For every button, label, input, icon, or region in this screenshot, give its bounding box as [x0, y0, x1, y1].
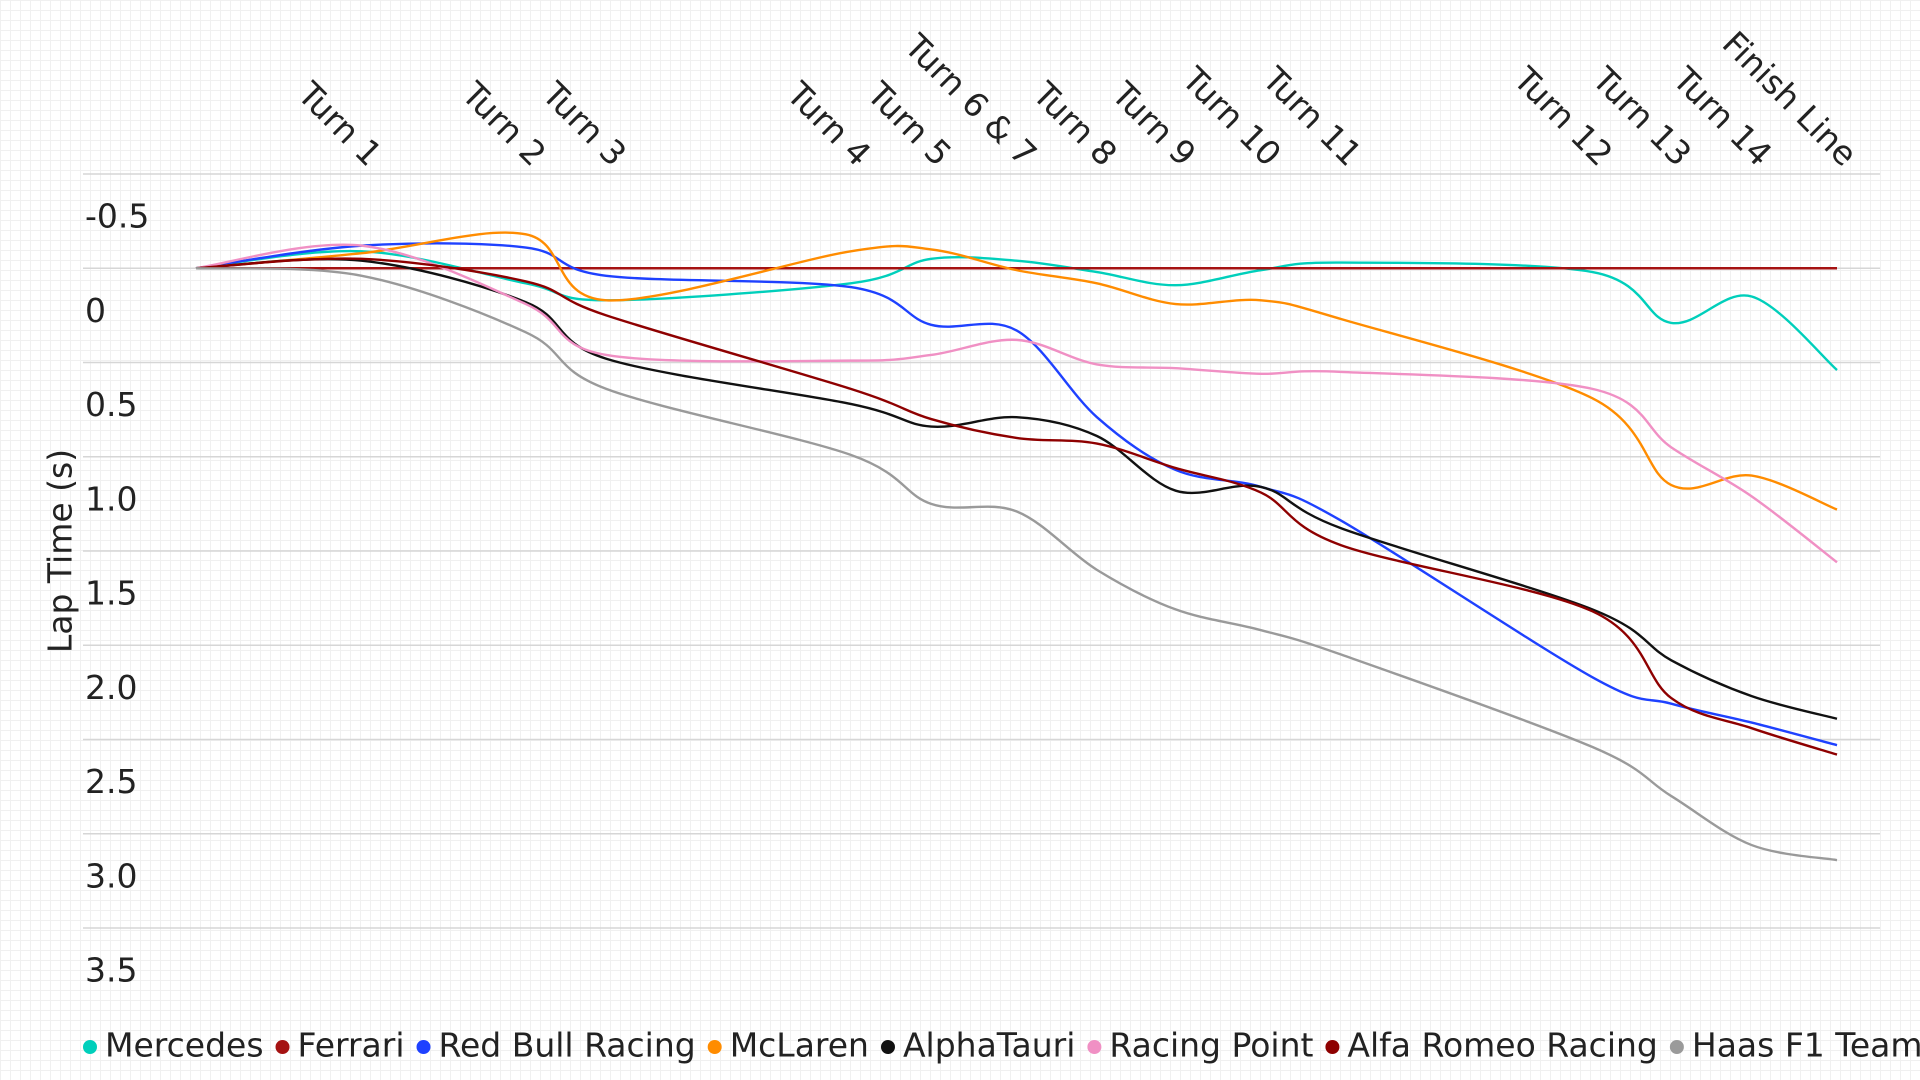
legend-label: Haas F1 Team [1692, 1026, 1920, 1065]
legend-marker [83, 1040, 97, 1054]
y-tick-label: 1.5 [85, 574, 137, 613]
legend-marker [416, 1040, 431, 1054]
legend-label: Racing Point [1109, 1026, 1313, 1065]
y-tick-label: 0 [85, 291, 106, 330]
y-tick-label: 3.5 [85, 951, 137, 990]
series-line [195, 231, 1838, 511]
lines [195, 231, 1838, 862]
legend-label: Alfa Romeo Racing [1347, 1026, 1657, 1065]
y-tick-label: 0.5 [85, 385, 137, 424]
legend-marker [707, 1040, 722, 1054]
y-tick-label: 1.0 [85, 479, 137, 518]
legend-marker [1087, 1040, 1102, 1054]
legend-label: McLaren [730, 1026, 869, 1065]
legend-marker [1669, 1040, 1684, 1054]
legend-label: AlphaTauri [903, 1026, 1075, 1065]
series-line [195, 243, 1838, 564]
series-line [195, 242, 1838, 747]
y-tick-label: 2.5 [85, 762, 137, 801]
y-tick-label: 2.0 [85, 668, 137, 707]
y-axis-title: Lap Time (s) [41, 449, 80, 653]
legend-label: Red Bull Racing [439, 1026, 696, 1065]
series-line [195, 258, 1838, 720]
y-tick-label: 3.0 [85, 856, 137, 895]
legend: Mercedes Ferrari Red Bull Racing McLaren Alp… [83, 1026, 1920, 1065]
legend-marker [1325, 1040, 1340, 1054]
legend-marker [880, 1040, 895, 1054]
legend-label: Mercedes [105, 1026, 264, 1065]
series-line [195, 267, 1838, 862]
legend-label: Ferrari [298, 1026, 405, 1065]
legend-marker [275, 1040, 290, 1054]
series-line [195, 249, 1838, 371]
y-tick-label: -0.5 [85, 197, 149, 236]
series-line [195, 257, 1838, 756]
